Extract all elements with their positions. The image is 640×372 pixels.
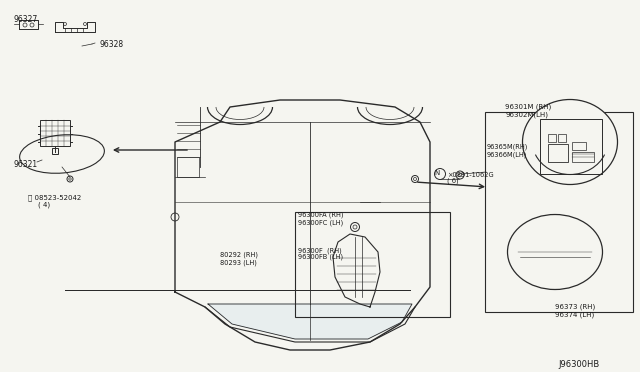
Bar bbox=[548, 144, 568, 162]
Text: J96300HB: J96300HB bbox=[558, 360, 599, 369]
Text: 96300FC (LH): 96300FC (LH) bbox=[298, 219, 343, 225]
Bar bbox=[540, 119, 602, 174]
Text: 96300FA (RH): 96300FA (RH) bbox=[298, 212, 344, 218]
Bar bbox=[572, 152, 594, 162]
Text: 96300F  (RH): 96300F (RH) bbox=[298, 247, 342, 253]
Bar bbox=[548, 134, 556, 142]
Text: Ⓢ 08523-52042: Ⓢ 08523-52042 bbox=[28, 194, 81, 201]
Bar bbox=[52, 148, 58, 154]
Bar bbox=[177, 157, 199, 177]
Text: 96327: 96327 bbox=[14, 15, 38, 24]
Text: ( 4): ( 4) bbox=[38, 201, 50, 208]
Text: 96366M(LH): 96366M(LH) bbox=[487, 151, 527, 157]
Ellipse shape bbox=[522, 99, 618, 185]
Polygon shape bbox=[208, 304, 412, 339]
Text: 96300FB (LH): 96300FB (LH) bbox=[298, 254, 343, 260]
Bar bbox=[40, 120, 70, 146]
Text: 96328: 96328 bbox=[100, 40, 124, 49]
Bar bbox=[572, 142, 586, 150]
Text: ( 6): ( 6) bbox=[447, 178, 459, 185]
Text: 96365M(RH): 96365M(RH) bbox=[487, 144, 529, 151]
Bar bbox=[295, 212, 450, 317]
Text: 80292 (RH): 80292 (RH) bbox=[220, 252, 258, 259]
Text: 96302M(LH): 96302M(LH) bbox=[505, 111, 548, 118]
Text: 96374 (LH): 96374 (LH) bbox=[555, 311, 595, 317]
Bar bbox=[558, 134, 566, 142]
Text: 80293 (LH): 80293 (LH) bbox=[220, 259, 257, 266]
Text: 96321: 96321 bbox=[14, 160, 38, 169]
Text: ×0891-1062G: ×0891-1062G bbox=[447, 172, 493, 178]
Bar bbox=[485, 112, 633, 312]
Text: 96373 (RH): 96373 (RH) bbox=[555, 304, 595, 311]
Text: N: N bbox=[435, 170, 440, 176]
Text: 96301M (RH): 96301M (RH) bbox=[505, 104, 551, 110]
Ellipse shape bbox=[508, 215, 602, 289]
